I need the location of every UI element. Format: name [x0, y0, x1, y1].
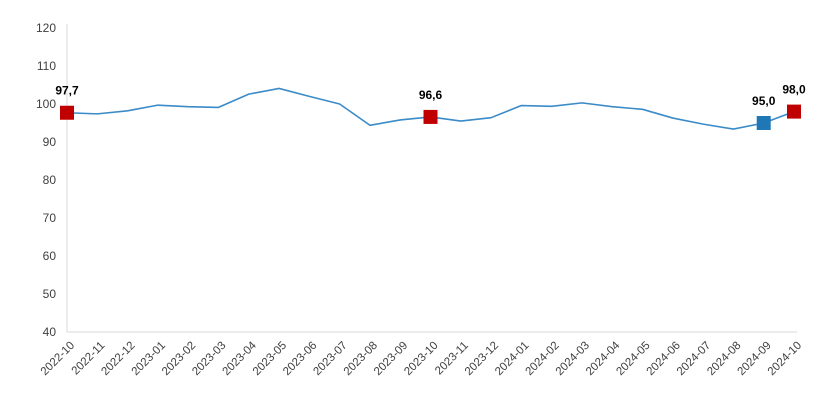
data-point-marker — [423, 109, 438, 124]
data-point-value-label: 97,7 — [55, 84, 79, 98]
y-axis-tick-label: 80 — [43, 173, 57, 187]
y-axis-tick-label: 50 — [43, 287, 57, 301]
data-point-value-label: 98,0 — [782, 83, 806, 97]
x-axis-tick-label: 2024-10 — [766, 340, 804, 378]
y-axis-tick-label: 40 — [43, 325, 57, 339]
y-axis-tick-label: 110 — [37, 59, 56, 73]
data-point-value-label: 95,0 — [752, 94, 776, 108]
data-point-value-label: 96,6 — [419, 88, 443, 102]
x-axis-tick-label: 2022-10 — [39, 340, 77, 378]
y-axis-tick-label: 100 — [36, 97, 56, 111]
data-point-marker — [60, 105, 74, 120]
y-axis-tick-label: 120 — [36, 21, 56, 35]
y-axis-tick-label: 60 — [43, 249, 57, 263]
data-point-marker — [787, 104, 801, 119]
data-point-marker — [756, 116, 771, 130]
y-axis-tick-label: 70 — [43, 211, 57, 225]
y-axis-tick-label: 90 — [43, 135, 57, 149]
x-axis-tick-label: 2023-10 — [402, 340, 440, 378]
